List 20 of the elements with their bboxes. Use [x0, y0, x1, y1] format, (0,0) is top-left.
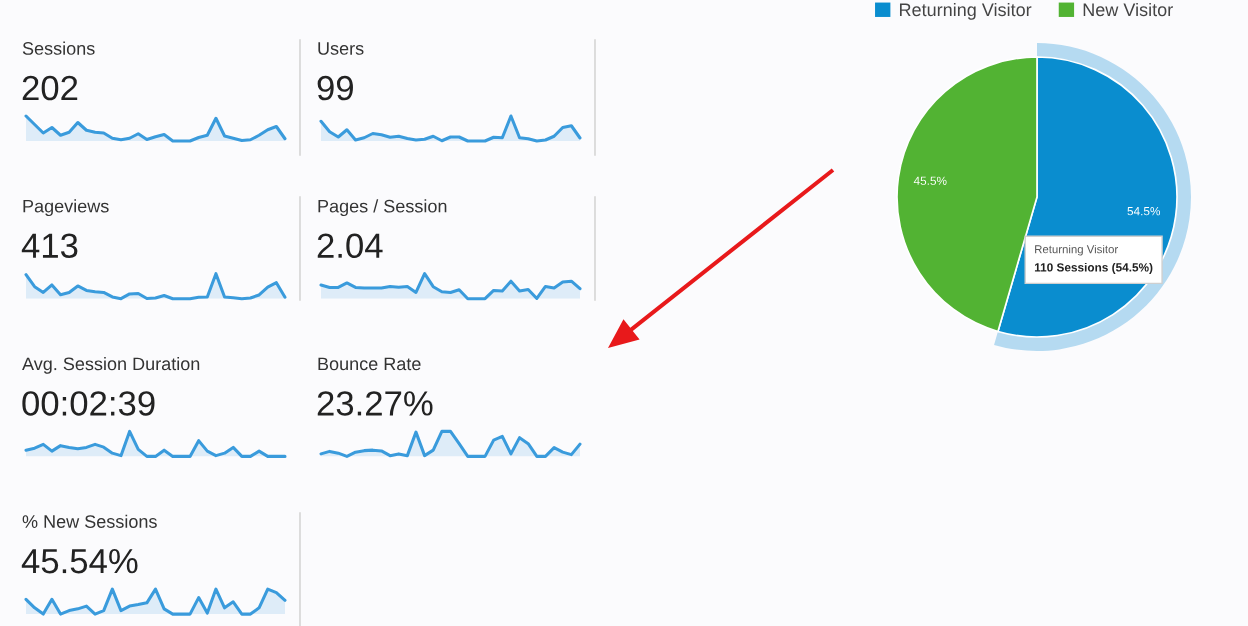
- chart-title: Sessions: [22, 41, 95, 55]
- chart-subtitle: 2.04: [317, 233, 383, 259]
- text: 110 Sessions (54.5%): [1034, 262, 1153, 274]
- chart-subtitle: 99: [317, 75, 353, 101]
- data-label: 54.5%: [1127, 207, 1161, 216]
- chart-subtitle: 202: [22, 75, 78, 101]
- chart-title: % New Sessions: [22, 514, 157, 528]
- chart-title: Users: [318, 42, 364, 55]
- chart-title: Pageviews: [23, 199, 109, 217]
- data-label: 45.5%: [913, 176, 947, 185]
- legend-label: New Visitor: [1083, 2, 1173, 17]
- chart-title: Bounce Rate: [318, 357, 421, 371]
- text: Returning Visitor: [1035, 244, 1118, 256]
- chart-title: Pages / Session: [318, 199, 447, 217]
- legend-label: Returning Visitor: [900, 2, 1032, 20]
- chart-subtitle: 45.54%: [21, 548, 138, 574]
- chart-title: Avg. Session Duration: [22, 356, 200, 374]
- chart-subtitle: 00:02:39: [22, 391, 155, 416]
- chart-subtitle: 23.27%: [317, 391, 433, 416]
- chart-subtitle: 413: [21, 233, 78, 259]
